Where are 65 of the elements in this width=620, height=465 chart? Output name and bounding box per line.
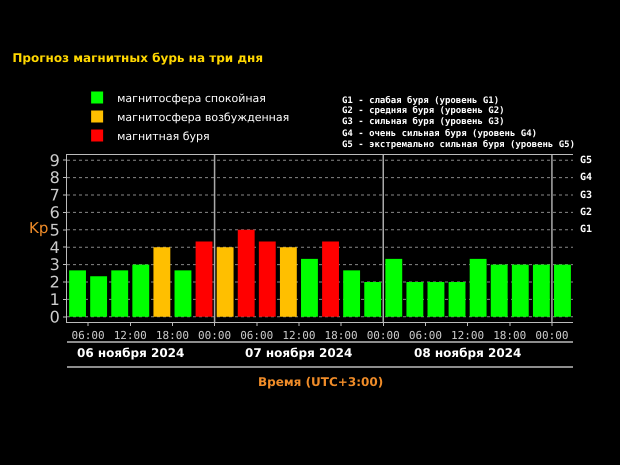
bar xyxy=(69,270,86,317)
bar xyxy=(238,230,255,317)
y-tick-label: 4 xyxy=(50,238,60,257)
text: G2 - средняя буря (уровень G2) xyxy=(342,105,505,116)
y-tick-label: 6 xyxy=(50,203,60,222)
bar xyxy=(322,241,339,317)
y-tick-label: 8 xyxy=(50,168,60,188)
x-tick-label: 06:00 xyxy=(408,329,442,342)
text: 07 ноября 2024 xyxy=(245,346,352,360)
x-tick-label: 18:00 xyxy=(493,329,526,342)
x-tick-label: 12:00 xyxy=(114,329,147,342)
x-tick-label: 00:00 xyxy=(198,329,232,342)
bar xyxy=(132,264,150,317)
bar xyxy=(90,276,108,317)
x-tick-label: 00:00 xyxy=(535,329,568,342)
bar xyxy=(490,264,508,317)
text: G3 xyxy=(580,190,592,201)
bar xyxy=(280,247,297,317)
bar xyxy=(343,270,360,317)
x-axis-title: Время (UTC+3:00) xyxy=(258,375,384,389)
chart-title: Прогноз магнитных бурь на три дня xyxy=(12,51,264,66)
bar xyxy=(406,282,424,317)
text: 08 ноября 2024 xyxy=(414,346,522,360)
text: 06 ноября 2024 xyxy=(77,346,184,360)
y-tick-label: 0 xyxy=(50,307,60,326)
bar xyxy=(512,264,529,317)
bar xyxy=(448,282,466,317)
y-tick-label: 1 xyxy=(50,290,60,309)
bar xyxy=(364,282,382,317)
bar xyxy=(470,258,487,317)
bar xyxy=(153,247,170,317)
text: G4 - очень сильная буря (уровень G4) xyxy=(342,128,538,139)
y-tick-label: 2 xyxy=(50,272,60,292)
x-tick-label: 06:00 xyxy=(72,329,105,342)
legend-label: магнитная буря xyxy=(117,130,210,143)
x-tick-label: 12:00 xyxy=(451,329,484,342)
y-tick-label: 9 xyxy=(50,150,60,170)
text: G1 - слабая буря (уровень G1) xyxy=(342,95,500,106)
bar xyxy=(301,258,318,317)
x-tick-label: 12:00 xyxy=(282,329,316,342)
x-tick-label: 18:00 xyxy=(324,329,358,342)
x-tick-label: 18:00 xyxy=(156,329,189,342)
y-tick-label: 3 xyxy=(50,255,60,274)
y-tick-label: 7 xyxy=(50,186,60,205)
text: G5 xyxy=(580,155,592,166)
bar xyxy=(554,264,571,317)
bar xyxy=(428,282,444,317)
bar xyxy=(532,264,550,317)
x-tick-label: 00:00 xyxy=(366,329,400,342)
bar xyxy=(196,241,212,317)
text: G1 xyxy=(580,224,592,235)
y-axis-title: Kp xyxy=(29,219,48,237)
x-tick-label: 06:00 xyxy=(240,329,274,342)
legend-label: магнитосфера спокойная xyxy=(117,92,266,105)
bar xyxy=(111,270,128,317)
bar xyxy=(258,241,276,317)
text: G2 xyxy=(580,207,592,218)
bar xyxy=(385,258,402,317)
y-tick-label: 5 xyxy=(50,220,60,240)
legend-label: магнитосфера возбужденная xyxy=(117,110,290,124)
text: G4 xyxy=(580,172,592,183)
bar xyxy=(174,270,192,317)
text: G3 - сильная буря (уровень G3) xyxy=(342,116,505,127)
text: G5 - экстремально сильная буря (уровень G5) xyxy=(342,139,575,150)
bar xyxy=(216,247,234,317)
